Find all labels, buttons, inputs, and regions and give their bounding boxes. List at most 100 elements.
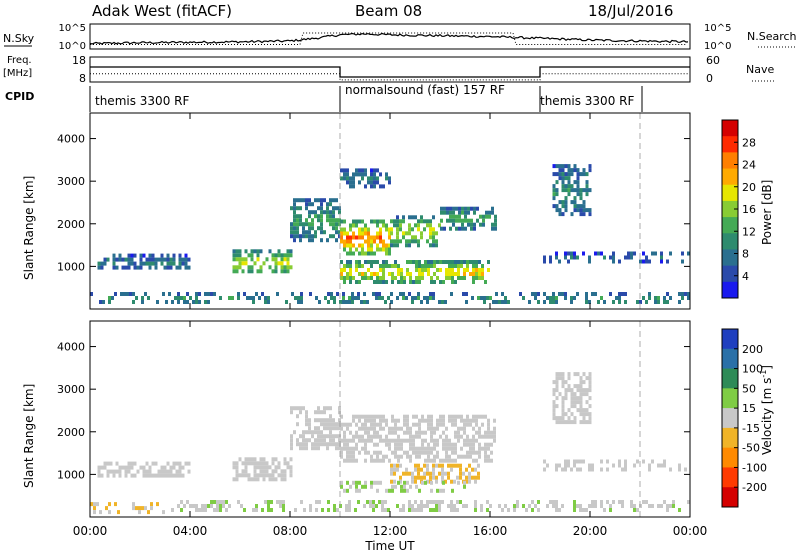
- heat-cell: [329, 426, 332, 431]
- heat-cell: [639, 504, 642, 508]
- heat-cell: [600, 251, 603, 256]
- heat-cell: [451, 442, 454, 447]
- heat-cell: [382, 280, 385, 284]
- heat-cell: [112, 469, 116, 474]
- heat-cell: [576, 384, 580, 389]
- heat-cell: [382, 219, 385, 224]
- heat-cell: [448, 458, 451, 463]
- heat-cell: [382, 239, 385, 244]
- heat-cell: [454, 458, 457, 463]
- heat-cell: [471, 467, 474, 472]
- heat-cell: [465, 467, 468, 472]
- heat-cell: [349, 268, 352, 272]
- heat-cell: [400, 426, 403, 431]
- heat-cell: [180, 508, 183, 512]
- heat-cell: [570, 420, 574, 425]
- heat-cell: [329, 438, 332, 443]
- heat-cell: [355, 442, 358, 447]
- heat-cell: [265, 257, 269, 262]
- heat-cell: [320, 442, 323, 447]
- heat-cell: [317, 434, 320, 439]
- heat-cell: [332, 198, 335, 203]
- heat-cell: [151, 253, 155, 258]
- heat-cell: [308, 210, 311, 215]
- heat-cell: [579, 188, 583, 193]
- heat-cell: [379, 268, 382, 272]
- heat-cell: [588, 376, 592, 381]
- heat-cell: [472, 280, 475, 284]
- heat-cell: [573, 500, 576, 504]
- heat-cell: [426, 300, 429, 304]
- heat-cell: [564, 184, 568, 189]
- heat-cell: [403, 414, 406, 419]
- heat-cell: [168, 292, 171, 296]
- heat-cell: [466, 414, 469, 419]
- heat-cell: [367, 430, 370, 435]
- heat-cell: [423, 504, 426, 508]
- heat-cell: [564, 392, 568, 397]
- heat-cell: [379, 247, 382, 252]
- heat-cell: [406, 272, 409, 276]
- heat-cell: [464, 206, 467, 211]
- heat-cell: [370, 260, 373, 264]
- heat-cell: [471, 475, 474, 480]
- heat-cell: [405, 471, 408, 476]
- heat-cell: [385, 223, 388, 228]
- heat-cell: [370, 184, 373, 189]
- nsearch-series-line: [90, 32, 687, 45]
- heat-cell: [408, 227, 411, 232]
- heat-cell: [409, 458, 412, 463]
- heat-cell: [90, 292, 93, 296]
- heat-cell: [570, 296, 573, 300]
- heat-cell: [340, 235, 343, 240]
- heat-cell: [370, 480, 373, 485]
- heat-cell: [642, 259, 645, 264]
- heat-cell: [432, 508, 435, 512]
- heat-cell: [555, 420, 559, 425]
- heat-cell: [172, 473, 176, 478]
- heat-cell: [160, 473, 164, 478]
- heat-cell: [588, 188, 592, 193]
- heat-cell: [415, 260, 418, 264]
- heat-cell: [570, 188, 574, 193]
- heat-cell: [417, 471, 420, 476]
- heat-cell: [346, 442, 349, 447]
- heat-cell: [460, 446, 463, 451]
- colorbar-cell: [722, 388, 738, 409]
- heat-cell: [317, 218, 320, 223]
- heat-cell: [93, 506, 96, 511]
- heat-cell: [115, 469, 119, 474]
- heat-cell: [411, 471, 414, 476]
- heat-cell: [358, 450, 361, 455]
- heat-cell: [376, 168, 379, 173]
- heat-cell: [296, 438, 299, 443]
- heat-cell: [382, 184, 385, 189]
- heat-cell: [320, 230, 323, 235]
- heat-cell: [117, 510, 120, 515]
- heat-cell: [338, 210, 341, 215]
- heat-cell: [450, 508, 453, 512]
- heat-cell: [244, 461, 248, 466]
- heat-cell: [274, 253, 278, 258]
- heat-cell: [259, 457, 263, 462]
- heat-cell: [267, 300, 270, 304]
- heat-cell: [498, 300, 501, 304]
- heat-cell: [460, 264, 463, 268]
- heat-cell: [144, 506, 147, 511]
- heat-cell: [118, 257, 122, 262]
- heat-cell: [469, 454, 472, 459]
- heat-cell: [430, 434, 433, 439]
- heat-cell: [314, 230, 317, 235]
- heat-cell: [370, 422, 373, 427]
- heat-cell: [459, 467, 462, 472]
- heat-cell: [403, 484, 406, 489]
- heat-cell: [552, 388, 556, 393]
- heat-cell: [317, 226, 320, 231]
- heat-cell: [558, 208, 562, 213]
- heat-cell: [588, 463, 591, 468]
- heat-cell: [364, 450, 367, 455]
- heat-cell: [243, 508, 246, 512]
- heat-cell: [142, 261, 146, 266]
